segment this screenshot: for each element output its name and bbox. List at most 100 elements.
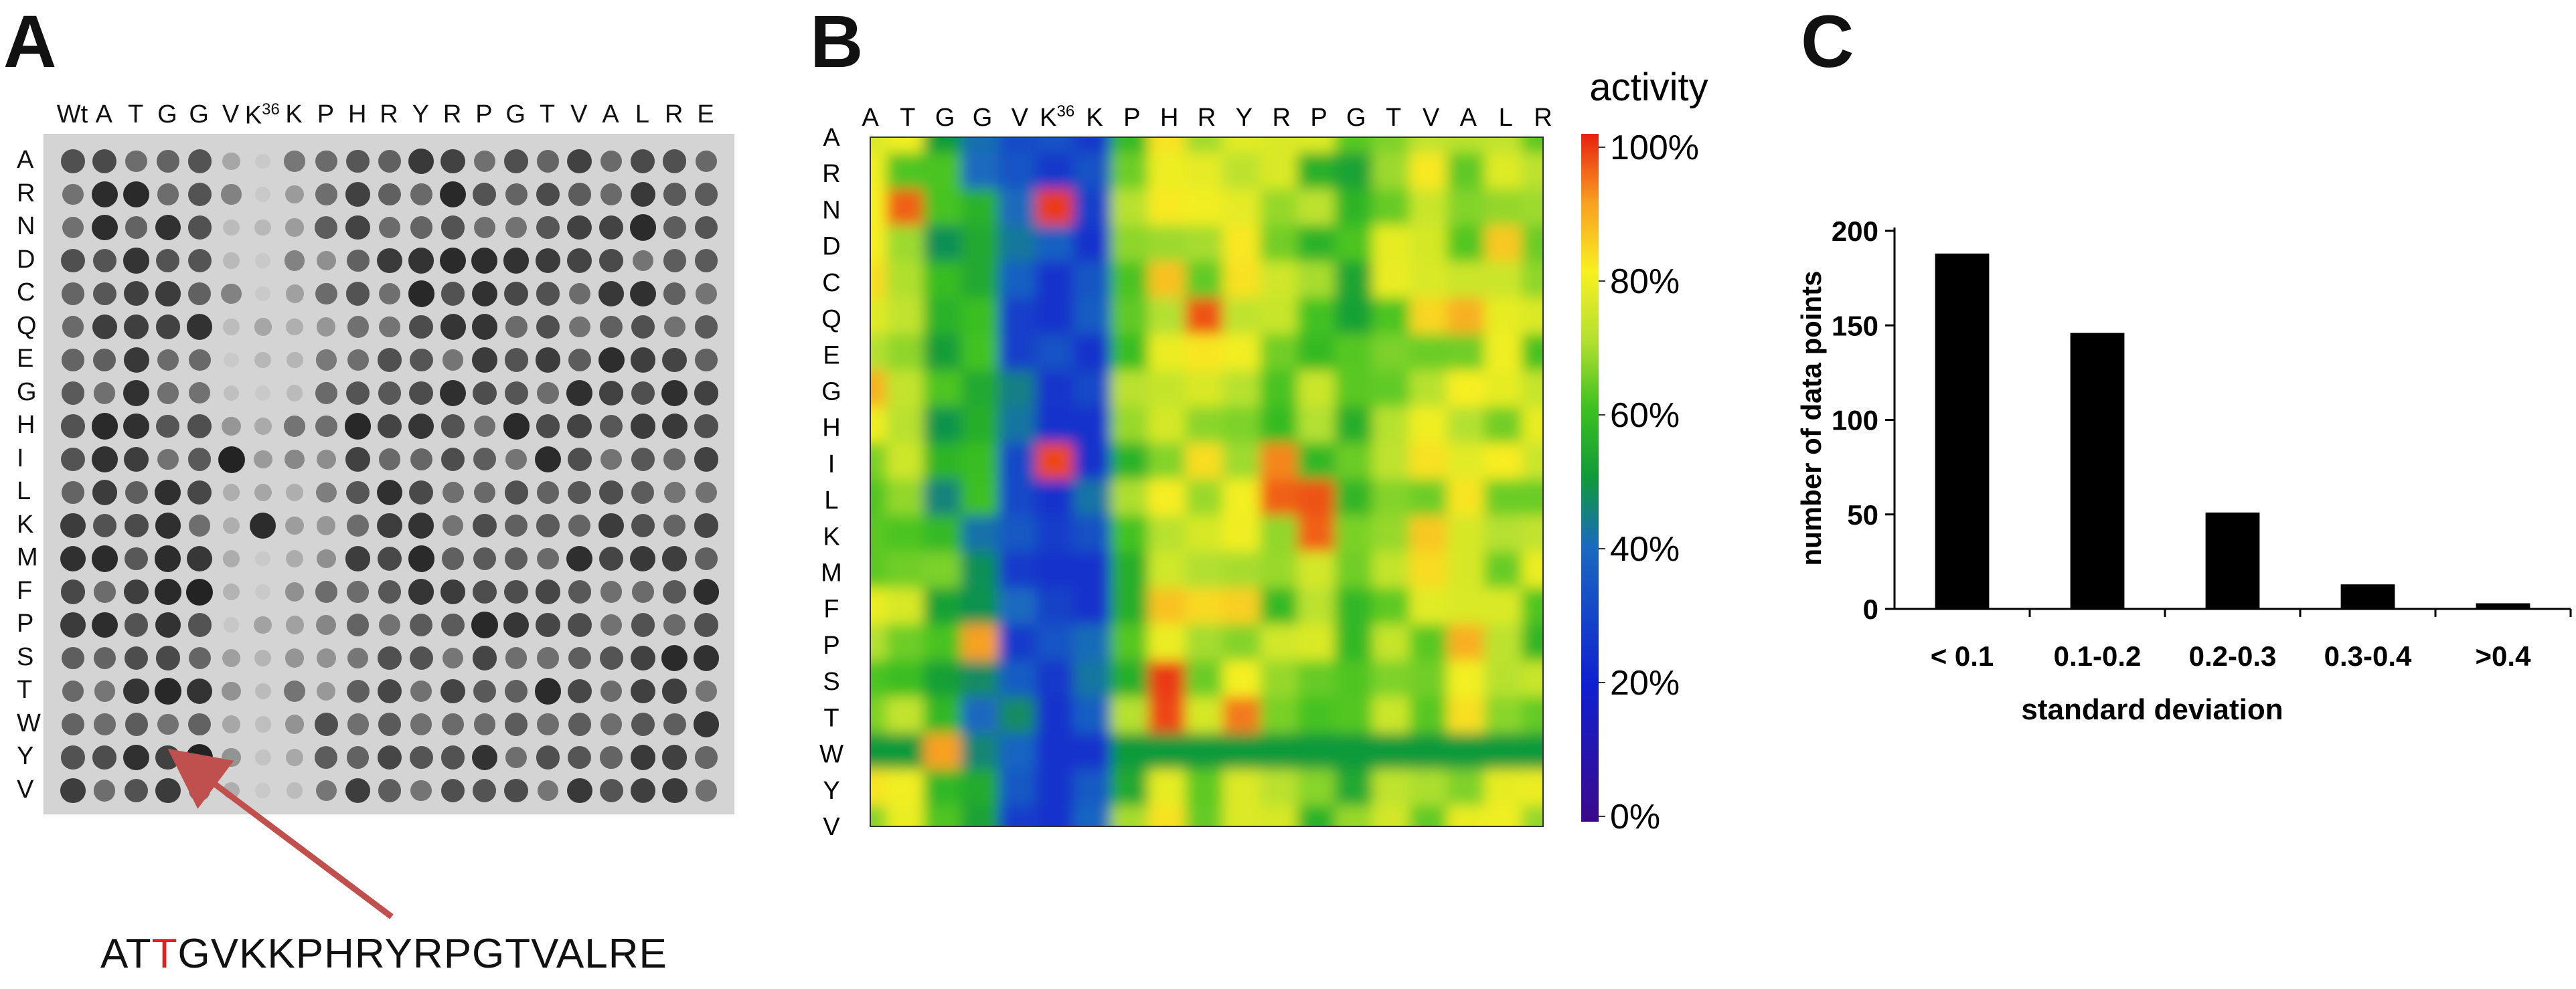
heatmap-cell bbox=[998, 479, 1042, 521]
blot-spot bbox=[125, 613, 149, 637]
blot-spot bbox=[537, 713, 559, 735]
colorbar-tick-label: 20% bbox=[1610, 664, 1680, 703]
heatmap-cell bbox=[1522, 769, 1543, 811]
blot-spot bbox=[600, 150, 623, 173]
blot-column-header: L bbox=[635, 100, 649, 128]
blot-spot bbox=[410, 713, 432, 735]
blot-spot bbox=[693, 645, 720, 671]
heatmap-cell bbox=[1185, 225, 1228, 267]
heatmap-cell bbox=[1372, 805, 1415, 826]
heatmap-cell bbox=[961, 406, 1004, 448]
heatmap-cell bbox=[923, 733, 967, 775]
heatmap-cell bbox=[1297, 624, 1340, 666]
heatmap-cell bbox=[1297, 442, 1340, 484]
blot-spot bbox=[285, 449, 305, 470]
blot-spot bbox=[60, 778, 86, 804]
blot-spot bbox=[568, 580, 592, 604]
blot-spot bbox=[92, 314, 117, 340]
heatmap-cell bbox=[998, 261, 1042, 303]
heatmap-cell bbox=[1372, 697, 1415, 739]
heatmap-cell bbox=[886, 189, 929, 231]
heatmap-cell bbox=[1185, 769, 1228, 811]
blot-spot bbox=[473, 481, 496, 504]
blot-spot bbox=[346, 149, 370, 173]
heatmap-cell bbox=[1222, 406, 1266, 448]
heatmap-cell bbox=[1036, 660, 1079, 703]
blot-spot bbox=[157, 150, 179, 173]
heatmap-cell bbox=[886, 479, 929, 521]
blot-spot bbox=[255, 783, 271, 798]
blot-spot bbox=[661, 644, 688, 672]
heatmap-cell bbox=[1484, 479, 1528, 521]
blot-spot bbox=[631, 448, 655, 471]
blot-spot bbox=[566, 778, 592, 804]
blot-spot bbox=[317, 681, 336, 701]
blot-spot bbox=[222, 517, 240, 535]
blot-spot bbox=[663, 282, 686, 305]
heatmap-cell bbox=[961, 805, 1004, 826]
heatmap-cell bbox=[1522, 697, 1543, 739]
blot-spot bbox=[504, 579, 529, 604]
heatmap-cell bbox=[1409, 479, 1453, 521]
blot-column-header: R bbox=[380, 100, 398, 128]
blot-spot bbox=[442, 349, 464, 371]
blot-spot bbox=[536, 612, 560, 638]
blot-spot bbox=[631, 381, 655, 406]
heatmap-cell bbox=[1185, 297, 1228, 340]
heatmap-cell bbox=[1447, 370, 1490, 412]
heatmap-row-label: Q bbox=[821, 305, 841, 333]
k-superscript: 36 bbox=[1056, 102, 1074, 120]
blot-spot bbox=[255, 584, 271, 600]
heatmap-cell bbox=[1147, 406, 1191, 448]
heatmap-cell bbox=[1036, 370, 1079, 412]
blot-spot bbox=[410, 216, 432, 239]
blot-spot bbox=[473, 547, 497, 571]
heatmap-cell bbox=[1036, 406, 1079, 448]
blot-spot bbox=[91, 413, 118, 440]
heatmap-cell bbox=[1110, 697, 1153, 739]
blot-spot bbox=[536, 514, 560, 537]
heatmap-column-label: G bbox=[935, 104, 955, 132]
blot-spot bbox=[377, 679, 402, 704]
blot-spot bbox=[505, 448, 527, 470]
heatmap-cell bbox=[961, 442, 1004, 484]
blot-spot bbox=[286, 318, 303, 336]
heatmap-column-label: L bbox=[1499, 104, 1513, 132]
heatmap-cell bbox=[998, 297, 1042, 340]
blot-spot bbox=[94, 681, 116, 702]
heatmap-cell bbox=[1447, 189, 1490, 231]
blot-spot bbox=[60, 612, 86, 638]
blot-spot bbox=[662, 347, 687, 373]
heatmap-cell bbox=[923, 370, 967, 412]
blot-spot bbox=[696, 283, 717, 304]
blot-row-header: I bbox=[17, 444, 24, 472]
heatmap-cell bbox=[998, 225, 1042, 267]
blot-spot bbox=[221, 283, 242, 304]
heatmap-cell bbox=[1110, 153, 1153, 195]
heatmap-cell bbox=[923, 624, 967, 666]
blot-spot bbox=[61, 447, 85, 471]
heatmap-cell bbox=[998, 551, 1042, 594]
heatmap-cell bbox=[1372, 442, 1415, 484]
heatmap-cell bbox=[998, 769, 1042, 811]
blot-row-header: K bbox=[17, 510, 34, 539]
heatmap-cell bbox=[1073, 153, 1116, 195]
blot-spot bbox=[222, 648, 241, 668]
blot-spot bbox=[187, 546, 213, 571]
blot-spot bbox=[598, 347, 625, 373]
heatmap-cell bbox=[1036, 769, 1079, 811]
heatmap-cell bbox=[1522, 479, 1543, 521]
heatmap-cell bbox=[961, 733, 1004, 775]
heatmap-row-label: V bbox=[823, 813, 840, 841]
blot-spot bbox=[696, 482, 717, 503]
blot-spot bbox=[441, 282, 465, 306]
heatmap-cell bbox=[1334, 588, 1378, 630]
heatmap-cell bbox=[1185, 406, 1228, 448]
blot-spot bbox=[315, 581, 337, 603]
heatmap-cell bbox=[1036, 153, 1079, 195]
blot-spot bbox=[693, 579, 720, 605]
blot-spot bbox=[598, 381, 624, 406]
heatmap-cell bbox=[1222, 805, 1266, 826]
blot-spot bbox=[124, 513, 149, 538]
blot-spot bbox=[315, 216, 338, 239]
